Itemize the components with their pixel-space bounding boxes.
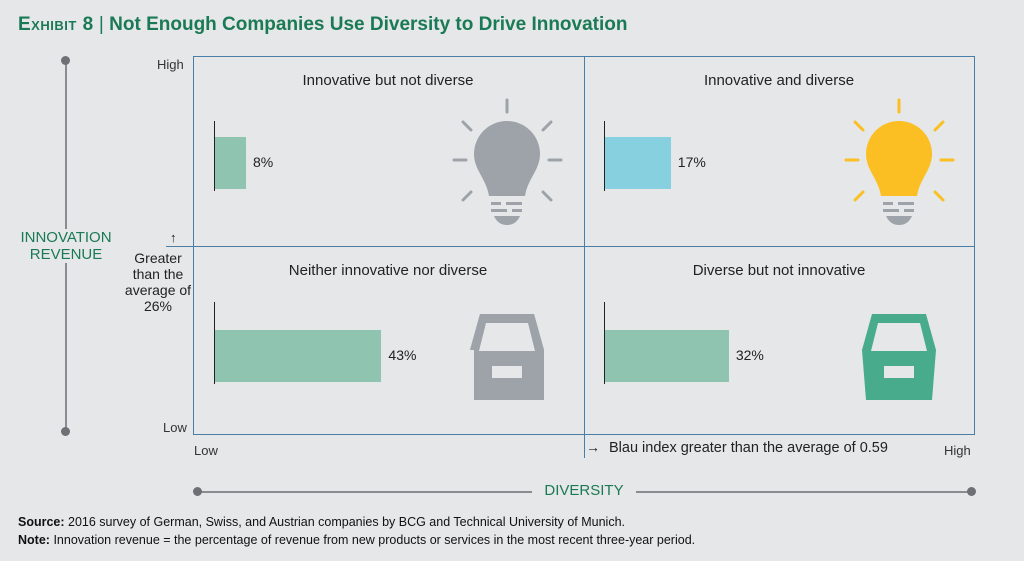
- bar-value-label: 17%: [677, 154, 706, 170]
- y-axis-label: INNOVATION REVENUE: [6, 229, 126, 263]
- footer: Source: 2016 survey of German, Swiss, an…: [18, 513, 695, 549]
- quadrant-title: Innovative but not diverse: [302, 72, 474, 89]
- chart-title: Exhibit 8 | Not Enough Companies Use Div…: [18, 14, 628, 35]
- bar-baseline: [214, 302, 215, 384]
- right-arrow-icon: →: [586, 439, 600, 455]
- quadrant-title: Innovative and diverse: [703, 72, 855, 89]
- x-threshold-label: Blau index greater than the average of 0…: [609, 440, 888, 456]
- quadrant-title: Neither innovative nor diverse: [288, 262, 488, 279]
- lightbulb-icon: [844, 98, 955, 225]
- y-threshold-tick: [166, 246, 194, 247]
- x-axis-left-dot: [193, 487, 202, 496]
- quadrant-title: Diverse but not innovative: [692, 262, 866, 279]
- bar-value-label: 43%: [388, 347, 417, 363]
- bar: [605, 137, 671, 189]
- bar-baseline: [604, 302, 605, 384]
- y-threshold-label: Greater than the average of 26%: [124, 250, 192, 314]
- x-axis-label: DIVERSITY: [532, 482, 636, 499]
- note-line: Note: Innovation revenue = the percentag…: [18, 533, 696, 547]
- y-tick-low: Low: [163, 420, 187, 435]
- bar: [215, 330, 382, 382]
- y-axis-bottom-dot: [61, 427, 70, 436]
- bar-value-label: 32%: [735, 347, 764, 363]
- x-tick-low: Low: [194, 443, 218, 458]
- y-tick-high: High: [157, 57, 184, 72]
- bar: [215, 137, 246, 189]
- x-tick-high: High: [944, 443, 971, 458]
- x-axis-right-dot: [967, 487, 976, 496]
- up-arrow-icon: ↑: [170, 230, 177, 245]
- archive-box-icon: [862, 314, 936, 400]
- x-threshold-line: [584, 56, 585, 458]
- bar-value-label: 8%: [252, 154, 274, 170]
- lightbulb-icon: [452, 98, 563, 225]
- bar-baseline: [604, 121, 605, 191]
- y-threshold-line: [193, 246, 975, 247]
- y-axis-top-dot: [61, 56, 70, 65]
- bar: [605, 330, 729, 382]
- source-line: Source: 2016 survey of German, Swiss, an…: [18, 515, 626, 529]
- bar-baseline: [214, 121, 215, 191]
- archive-box-icon: [470, 314, 544, 400]
